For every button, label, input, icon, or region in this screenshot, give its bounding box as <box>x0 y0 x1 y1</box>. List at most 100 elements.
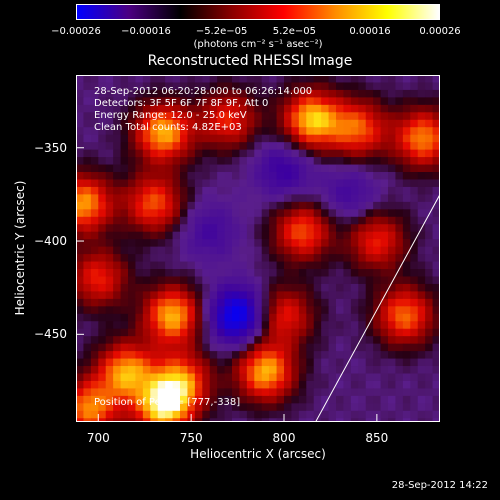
heatmap-cell <box>313 224 322 233</box>
heatmap-cell <box>128 149 137 158</box>
heatmap-cell <box>358 351 367 360</box>
heatmap-cell <box>336 403 345 412</box>
heatmap-cell <box>120 380 129 389</box>
heatmap-cell <box>343 410 352 419</box>
heatmap-cell <box>187 321 196 330</box>
heatmap-cell <box>417 82 426 91</box>
heatmap-cell <box>239 194 248 203</box>
heatmap-cell <box>172 149 181 158</box>
heatmap-cell <box>328 104 337 113</box>
heatmap-cell <box>395 127 404 136</box>
heatmap-cell <box>432 261 440 270</box>
heatmap-cell <box>328 261 337 270</box>
heatmap-cell <box>321 246 330 255</box>
heatmap-cell <box>410 186 419 195</box>
heatmap-cell <box>224 142 233 151</box>
heatmap-cell <box>395 82 404 91</box>
heatmap-cell <box>358 283 367 292</box>
heatmap-cell <box>187 194 196 203</box>
heatmap-cell <box>224 395 233 404</box>
heatmap-cell <box>306 216 315 225</box>
heatmap-cell <box>135 283 144 292</box>
heatmap-cell <box>90 127 99 136</box>
heatmap-cell <box>284 201 293 210</box>
heatmap-cell <box>76 261 85 270</box>
heatmap-cell <box>313 306 322 315</box>
heatmap-cell <box>269 328 278 337</box>
heatmap-cell <box>98 291 107 300</box>
heatmap-cell <box>291 164 300 173</box>
heatmap-cell <box>261 343 270 352</box>
heatmap-cell <box>388 134 397 143</box>
heatmap-cell <box>306 201 315 210</box>
heatmap-cell <box>358 291 367 300</box>
heatmap-cell <box>180 418 189 422</box>
heatmap-cell <box>98 313 107 322</box>
heatmap-cell <box>402 380 411 389</box>
heatmap-cell <box>402 343 411 352</box>
heatmap-cell <box>261 395 270 404</box>
heatmap-cell <box>284 313 293 322</box>
heatmap-cell <box>246 276 255 285</box>
heatmap-cell <box>402 119 411 128</box>
heatmap-cell <box>343 276 352 285</box>
heatmap-cell <box>232 209 241 218</box>
heatmap-cell <box>217 351 226 360</box>
heatmap-cell <box>142 366 151 375</box>
heatmap-cell <box>306 239 315 248</box>
heatmap-cell <box>113 231 122 240</box>
heatmap-cell <box>246 75 255 83</box>
heatmap-cell <box>120 149 129 158</box>
heatmap-cell <box>105 388 114 397</box>
heatmap-cell <box>343 172 352 180</box>
heatmap-cell <box>113 328 122 337</box>
heatmap-cell <box>336 179 345 188</box>
heatmap-cell <box>388 172 397 180</box>
heatmap-cell <box>180 127 189 136</box>
heatmap-cell <box>269 269 278 278</box>
heatmap-cell <box>120 276 129 285</box>
heatmap-cell <box>239 186 248 195</box>
heatmap-cell <box>298 157 307 166</box>
heatmap-cell <box>194 254 203 263</box>
heatmap-cell <box>224 269 233 278</box>
heatmap-cell <box>358 149 367 158</box>
heatmap-cell <box>388 75 397 83</box>
heatmap-cell <box>380 97 389 106</box>
heatmap-cell <box>105 194 114 203</box>
heatmap-cell <box>202 82 211 91</box>
heatmap-cell <box>187 142 196 151</box>
heatmap-cell <box>276 224 285 233</box>
heatmap-cell <box>98 343 107 352</box>
heatmap-cell <box>350 112 359 121</box>
heatmap-cell <box>343 239 352 248</box>
heatmap-cell <box>291 186 300 195</box>
heatmap-cell <box>209 186 218 195</box>
heatmap-cell <box>90 343 99 352</box>
heatmap-cell <box>284 321 293 330</box>
heatmap-cell <box>402 149 411 158</box>
heatmap-cell <box>98 142 107 151</box>
heatmap-cell <box>239 395 248 404</box>
heatmap-cell <box>239 358 248 367</box>
heatmap-cell <box>380 298 389 307</box>
heatmap-cell <box>209 164 218 173</box>
heatmap-cell <box>232 276 241 285</box>
heatmap-cell <box>402 201 411 210</box>
heatmap-cell <box>269 291 278 300</box>
heatmap-cell <box>194 261 203 270</box>
heatmap-cell <box>246 186 255 195</box>
heatmap-cell <box>202 201 211 210</box>
heatmap-cell <box>306 134 315 143</box>
heatmap-cell <box>239 351 248 360</box>
heatmap-cell <box>180 328 189 337</box>
heatmap-cell <box>98 366 107 375</box>
heatmap-cell <box>254 186 263 195</box>
heatmap-cell <box>157 75 166 83</box>
heatmap-cell <box>402 321 411 330</box>
heatmap-cell <box>410 149 419 158</box>
heatmap-cell <box>135 97 144 106</box>
heatmap-cell <box>276 380 285 389</box>
heatmap-cell <box>246 261 255 270</box>
heatmap-cell <box>402 186 411 195</box>
